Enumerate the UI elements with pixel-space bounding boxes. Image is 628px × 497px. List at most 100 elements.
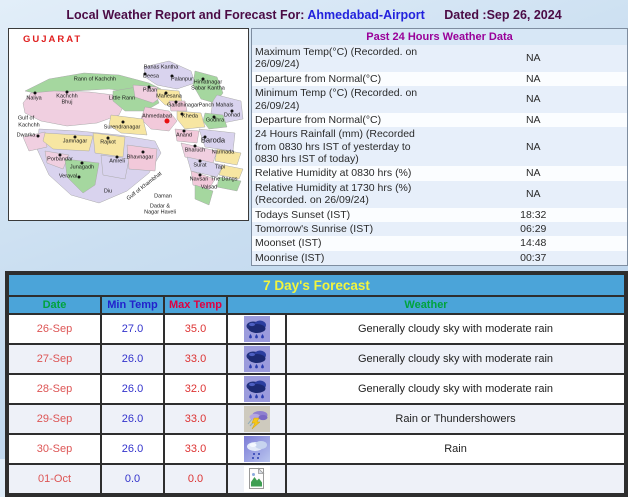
map-label: Deesa xyxy=(143,73,159,80)
cloud-rain-dark-icon xyxy=(243,316,270,342)
map-label: Bharuch xyxy=(184,147,206,154)
forecast-title-row: 7 Day's Forecast xyxy=(7,273,626,297)
forecast-weather-cell: Rain xyxy=(285,433,626,465)
forecast-weather-cell: Generally cloudy sky with moderate rain xyxy=(285,373,626,405)
past24-label: Departure from Normal(°C) xyxy=(255,72,382,85)
past24-value: NA xyxy=(525,93,541,106)
forecast-min-temp-cell: 27.0 xyxy=(100,313,165,345)
city-dot xyxy=(141,150,145,154)
forecast-icon-cell xyxy=(226,373,287,405)
past24-label: Tomorrow's Sunrise (IST) xyxy=(255,222,374,235)
forecast-table: 7 Day's Forecast Date Min Temp Max Temp … xyxy=(7,273,626,495)
map-label: Patan xyxy=(142,87,158,94)
map-label: Narmada xyxy=(211,149,235,156)
top-section: GUJARAT Rann of Kachchh Banas Kantha Deesa P… xyxy=(8,28,628,266)
title-prefix: Local Weather Report and Forecast For: xyxy=(66,8,305,22)
past24-value: NA xyxy=(525,187,541,200)
header-max-temp: Max Temp xyxy=(163,295,228,315)
broken-image-icon xyxy=(243,466,270,492)
city-dot xyxy=(58,153,62,157)
map-label: Dohad xyxy=(223,112,241,119)
map-label: Palanpur xyxy=(170,76,194,83)
past24-value: NA xyxy=(525,52,541,65)
forecast-max-temp-cell: 32.0 xyxy=(163,373,228,405)
forecast-icon-cell xyxy=(226,433,287,465)
past24-label: Relative Humidity at 1730 hrs (%) (Recor… xyxy=(255,181,412,207)
forecast-icon-cell xyxy=(226,463,287,495)
map-label: Veraval xyxy=(58,173,78,180)
city-dot xyxy=(80,161,84,165)
forecast-max-temp-cell: 33.0 xyxy=(163,343,228,375)
city-dot xyxy=(36,134,40,138)
past24-row: Moonset (IST) 14:48 xyxy=(252,236,628,250)
map-label: Navsari xyxy=(189,176,209,183)
forecast-weather-cell: Generally cloudy sky with moderate rain xyxy=(285,343,626,375)
cloud-rain-dark-icon xyxy=(243,376,270,402)
city-dot xyxy=(143,72,147,76)
map-label: GUJARAT xyxy=(23,34,83,45)
past24-row: Todays Sunset (IST) 18:32 xyxy=(252,208,628,222)
past24-label: Maximum Temp(°C) (Recorded. on 26/09/24) xyxy=(255,46,418,71)
forecast-row: 28-Sep 26.0 32.0 Generally cloudy sky wi… xyxy=(7,373,626,405)
past24-label: Minimum Temp (°C) (Recorded. on 26/09/24… xyxy=(255,87,418,112)
city-dot xyxy=(164,91,168,95)
forecast-max-temp-cell: 35.0 xyxy=(163,313,228,345)
past24-value: 00:37 xyxy=(520,251,547,264)
map-label: Surendranagar xyxy=(103,124,141,131)
past24-label: Relative Humidity at 0830 hrs (%) xyxy=(255,167,412,180)
forecast-icon-cell xyxy=(226,403,287,435)
map-label: Kheda xyxy=(182,113,198,120)
forecast-row: 29-Sep 26.0 33.0 Rain or Thundershowers xyxy=(7,403,626,435)
map-label: Kachchh xyxy=(56,93,78,100)
past24-row: Maximum Temp(°C) (Recorded. on 26/09/24)… xyxy=(251,45,628,72)
forecast-date-cell: 27-Sep xyxy=(7,343,102,375)
header-weather: Weather xyxy=(226,295,626,315)
forecast-min-temp-cell: 26.0 xyxy=(100,403,165,435)
forecast-weather-cell: Rain or Thundershowers xyxy=(285,403,626,435)
map-label: Diu xyxy=(103,188,113,195)
city-dot xyxy=(203,135,207,139)
map-label: Godhra xyxy=(205,117,225,124)
map-label: Dadar & xyxy=(149,203,171,210)
map-label: Dwarka xyxy=(16,132,36,139)
past24-value: NA xyxy=(525,72,541,85)
city-dot xyxy=(170,74,174,78)
city-dot xyxy=(198,173,202,177)
header-date: Date xyxy=(7,295,102,315)
map-label: Daman xyxy=(154,193,172,200)
city-dot xyxy=(212,115,216,119)
map-label: Rann of Kachchh xyxy=(73,76,117,83)
past24-label: Moonrise (IST) xyxy=(255,251,325,264)
gujarat-map: GUJARAT Rann of Kachchh Banas Kantha Deesa P… xyxy=(8,28,249,221)
title-dated: Dated :Sep 26, 2024 xyxy=(444,8,562,22)
map-label: Banas Kantha xyxy=(143,64,179,71)
city-dot xyxy=(33,91,37,95)
map-label: Panch Mahals xyxy=(198,102,234,109)
forecast-row: 26-Sep 27.0 35.0 Generally cloudy sky wi… xyxy=(7,313,626,345)
forecast-title: 7 Day's Forecast xyxy=(7,273,626,297)
forecast-row: 30-Sep 26.0 33.0 Rain xyxy=(7,433,626,465)
past24-row: Departure from Normal(°C) NA xyxy=(252,113,628,127)
forecast-min-temp-cell: 26.0 xyxy=(100,433,165,465)
forecast-row: 27-Sep 26.0 33.0 Generally cloudy sky wi… xyxy=(7,343,626,375)
city-dot xyxy=(147,85,151,89)
page-title: Local Weather Report and Forecast For: A… xyxy=(0,0,628,22)
city-dot xyxy=(230,109,234,113)
past24-row: Minimum Temp (°C) (Recorded. on 26/09/24… xyxy=(251,86,628,113)
forecast-icon-cell xyxy=(226,343,287,375)
map-label: Mahesana xyxy=(156,93,182,100)
past24-label: Moonset (IST) xyxy=(255,237,322,250)
forecast-section: 7 Day's Forecast Date Min Temp Max Temp … xyxy=(5,271,628,497)
past24-title-row: Past 24 Hours Weather Data xyxy=(251,28,628,45)
forecast-max-temp-cell: 0.0 xyxy=(163,463,228,495)
past24-row: Relative Humidity at 1730 hrs (%) (Recor… xyxy=(251,180,628,208)
forecast-date-cell: 30-Sep xyxy=(7,433,102,465)
past24-value: NA xyxy=(525,113,541,126)
past-24-hours-table: Past 24 Hours Weather Data Maximum Temp(… xyxy=(251,28,628,266)
map-label: Sabar Kantha xyxy=(191,85,225,92)
map-label: Kachchh xyxy=(18,122,40,129)
past24-row: Tomorrow's Sunrise (IST) 06:29 xyxy=(251,221,628,237)
past24-row: Relative Humidity at 0830 hrs (%) NA xyxy=(252,166,628,180)
map-label: Ahmedabad xyxy=(142,113,172,120)
map-label: Tapi xyxy=(214,164,226,171)
